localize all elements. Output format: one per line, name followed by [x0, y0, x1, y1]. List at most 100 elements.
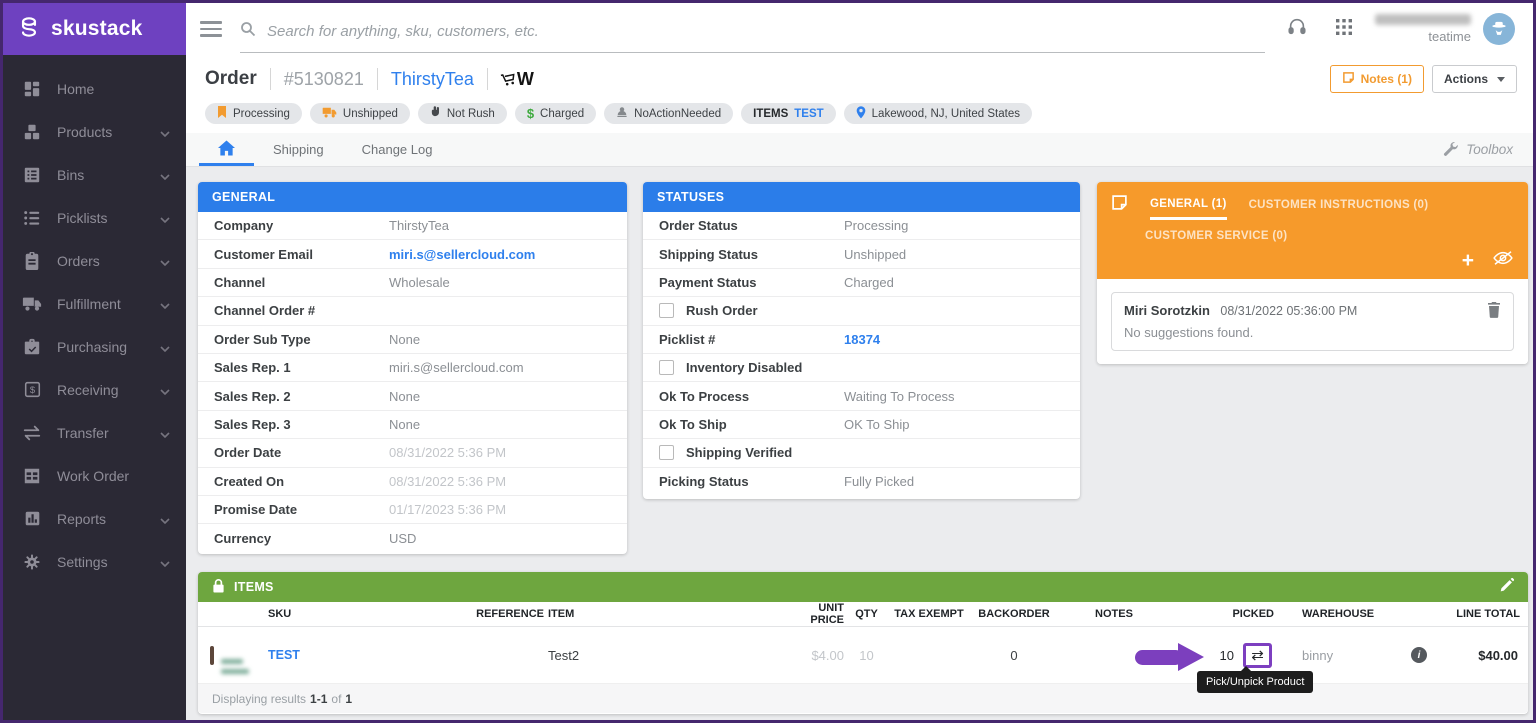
sidebar-item-home[interactable]: Home: [3, 67, 186, 110]
notes-button[interactable]: Notes (1): [1329, 65, 1424, 93]
tab-shipping[interactable]: Shipping: [273, 142, 324, 157]
shipping-verified-checkbox[interactable]: [659, 445, 674, 461]
products-icon: [22, 123, 42, 141]
sidebar-item-label: Picklists: [57, 209, 108, 226]
lock-icon: [212, 578, 225, 596]
pick-unpick-button[interactable]: ⇄: [1243, 642, 1272, 668]
order-number: #5130821: [283, 68, 364, 89]
sidebar-item-orders[interactable]: Orders: [3, 239, 186, 282]
add-note-icon[interactable]: +: [1461, 248, 1474, 272]
field-row: Inventory Disabled: [643, 354, 1080, 383]
chevron-down-icon: [160, 339, 170, 355]
field-row: Sales Rep. 1 miri.s@sellercloud.com: [198, 354, 627, 383]
search-input[interactable]: [267, 23, 1265, 40]
field-row: Order Date 08/31/2022 5:36 PM: [198, 439, 627, 468]
sidebar-item-fulfillment[interactable]: Fulfillment: [3, 282, 186, 325]
field-row: Currency USD: [214, 530, 417, 546]
chevron-down-icon: [160, 425, 170, 441]
eye-off-icon[interactable]: [1492, 250, 1514, 271]
sidebar-item-settings[interactable]: Settings: [3, 540, 186, 583]
tab-change-log[interactable]: Change Log: [361, 142, 433, 157]
field-row: Sales Rep. 2 None: [198, 382, 627, 411]
status-badges: Processing Unshipped Not Rush $ Charged …: [205, 103, 1517, 124]
headset-icon[interactable]: [1287, 17, 1307, 42]
chevron-down-icon: [160, 296, 170, 312]
work-order-icon: [22, 467, 42, 485]
product-image[interactable]: [210, 645, 249, 674]
notes-tab-general[interactable]: GENERAL (1): [1150, 198, 1227, 220]
note-timestamp: 08/31/2022 05:36:00 PM: [1220, 304, 1358, 318]
menu-toggle-icon[interactable]: [200, 21, 222, 37]
field-row: Promise Date 01/17/2023 5:36 PM: [198, 496, 627, 525]
note-icon: [1342, 71, 1355, 87]
user-info: teatime: [1375, 14, 1471, 44]
sidebar-item-label: Transfer: [57, 424, 109, 441]
note-author: Miri Sorotzkin: [1124, 303, 1210, 318]
tab-home[interactable]: [199, 133, 254, 166]
info-icon[interactable]: i: [1411, 647, 1427, 663]
svg-text:$: $: [29, 385, 35, 395]
notes-tab-customer-instructions[interactable]: CUSTOMER INSTRUCTIONS (0): [1248, 199, 1429, 211]
warehouse-cell: binny: [1302, 647, 1334, 663]
sidebar-item-label: Receiving: [57, 381, 119, 398]
field-row: Shipping Status Unshipped: [643, 240, 1080, 269]
statuses-panel: STATUSES Order Status Processing Shipping…: [643, 182, 1080, 499]
apps-grid-icon[interactable]: [1335, 18, 1353, 41]
reports-chart-icon: [22, 510, 42, 527]
global-search: [240, 17, 1265, 53]
briefcase-check-icon: [22, 338, 42, 356]
sidebar-item-picklists[interactable]: Picklists: [3, 196, 186, 239]
items-table-header: SKU REFERENCE ITEM UNIT PRICE QTY TAX EX…: [198, 602, 1528, 627]
picklist-link[interactable]: 18374: [844, 331, 881, 347]
field-row: Order Status Processing: [643, 212, 1080, 241]
sidebar-item-purchasing[interactable]: Purchasing: [3, 325, 186, 368]
actions-button[interactable]: Actions: [1431, 65, 1517, 93]
general-panel-header: GENERAL: [198, 182, 627, 212]
divider: [269, 68, 271, 90]
sidebar-item-bins[interactable]: Bins: [3, 153, 186, 196]
items-panel-header: ITEMS: [198, 572, 1528, 602]
dollar-icon: $: [526, 106, 535, 121]
sidebar-item-label: Purchasing: [57, 338, 128, 355]
customer-email-link[interactable]: miri.s@sellercloud.com: [389, 246, 536, 262]
skustack-stack-icon: [16, 14, 42, 45]
sidebar-item-work-order[interactable]: Work Order: [3, 454, 186, 497]
customer-link[interactable]: ThirstyTea: [390, 68, 474, 89]
picklists-icon: [22, 209, 42, 227]
delete-note-icon[interactable]: [1487, 302, 1501, 323]
statuses-panel-header: STATUSES: [643, 182, 1080, 212]
inventory-disabled-checkbox[interactable]: [659, 360, 674, 376]
rush-order-checkbox[interactable]: [659, 303, 674, 319]
notes-body: Miri Sorotzkin 08/31/2022 05:36:00 PM No…: [1097, 279, 1528, 364]
chevron-down-icon: [160, 124, 170, 140]
fist-icon: [430, 106, 441, 121]
notes-tab-customer-service[interactable]: CUSTOMER SERVICE (0): [1145, 230, 1288, 242]
sidebar-item-label: Work Order: [57, 467, 130, 484]
results-summary: Displaying results 1-1 of 1: [198, 684, 1528, 713]
person-icon: [616, 106, 628, 121]
field-row: Payment Status Charged: [643, 269, 1080, 298]
sku-link[interactable]: TEST: [268, 648, 300, 662]
bins-icon: [22, 166, 42, 184]
truck-icon: [22, 296, 42, 312]
sidebar-item-transfer[interactable]: Transfer: [3, 411, 186, 454]
field-row: Sales Rep. 3 None: [198, 411, 627, 440]
field-row: Customer Email miri.s@sellercloud.com: [198, 240, 627, 269]
badge-not-rush: Not Rush: [417, 103, 507, 124]
sidebar-item-label: Products: [57, 123, 113, 140]
field-row: Channel Wholesale: [198, 269, 627, 298]
brand-logo[interactable]: skustack: [3, 3, 186, 55]
toolbox-toggle[interactable]: Toolbox: [1443, 133, 1513, 166]
sidebar-item-receiving[interactable]: $ Receiving: [3, 368, 186, 411]
badge-no-action-needed: NoActionNeeded: [604, 103, 734, 124]
sidebar-item-products[interactable]: Products: [3, 110, 186, 153]
edit-items-icon[interactable]: [1499, 577, 1515, 596]
channel-mark-letter: W: [516, 68, 534, 89]
sidebar-item-label: Home: [57, 80, 95, 97]
chevron-down-icon: [160, 167, 170, 183]
field-row: Created On 08/31/2022 5:36 PM: [198, 468, 627, 496]
avatar[interactable]: [1483, 13, 1515, 45]
field-row: Channel Order #: [198, 297, 627, 326]
sidebar-item-reports[interactable]: Reports: [3, 497, 186, 540]
home-icon: [218, 140, 235, 159]
